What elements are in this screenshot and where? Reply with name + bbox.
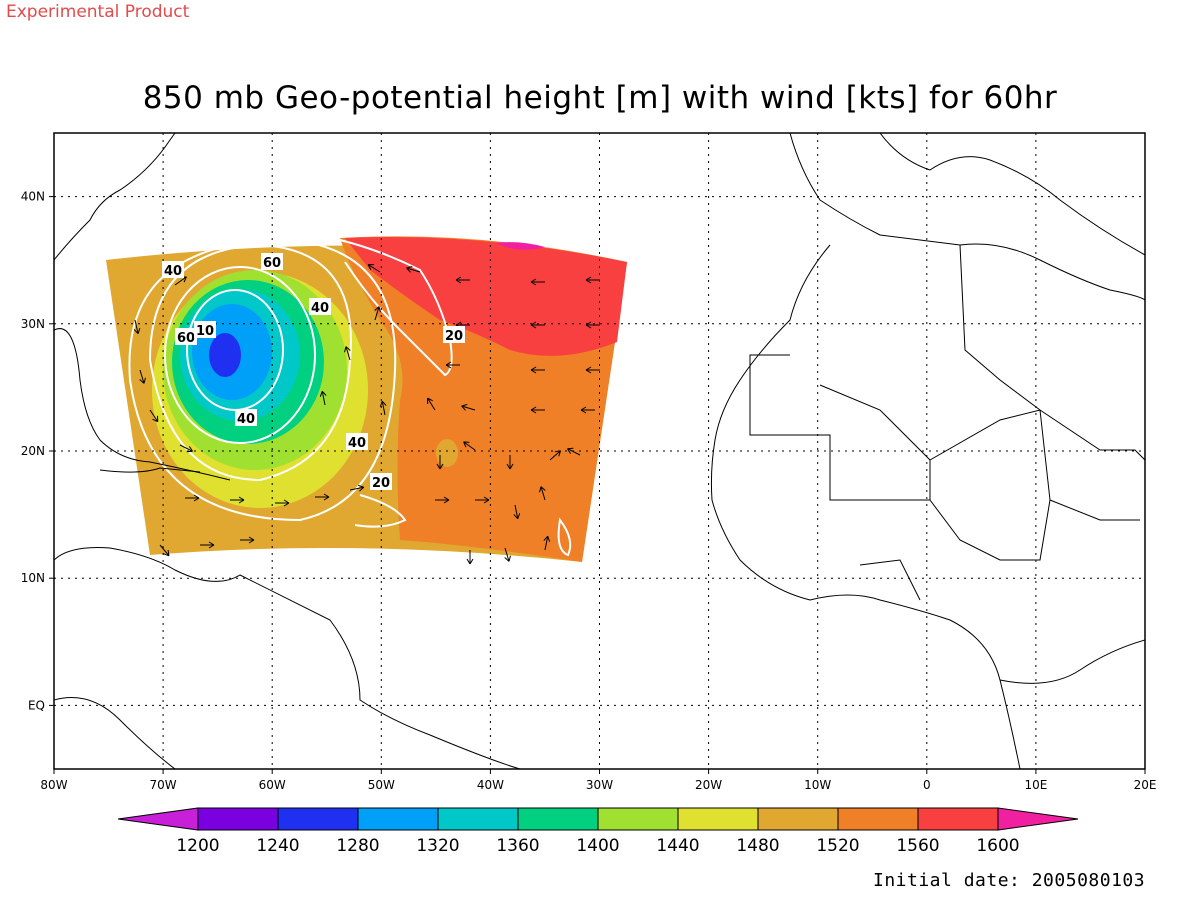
- colorbar-under-arrow: [117, 807, 199, 831]
- lon-label: 40W: [477, 778, 504, 792]
- colorbar-segment: [517, 807, 599, 831]
- colorbar-segment: [677, 807, 759, 831]
- lon-label: 70W: [150, 778, 177, 792]
- initial-date: Initial date: 2005080103: [873, 870, 1146, 891]
- lat-label: 30N: [21, 317, 45, 331]
- contour-label: 20: [372, 476, 390, 491]
- region-1280: [209, 333, 241, 377]
- contour-label: 40: [237, 412, 255, 427]
- colorbar-over-arrow: [997, 807, 1079, 831]
- lat-label: 10N: [21, 571, 45, 585]
- lon-label: 20E: [1134, 778, 1157, 792]
- colorbar-tick-label: 1600: [976, 836, 1019, 856]
- contour-label: 40: [311, 301, 329, 316]
- contour-label: 40: [348, 436, 366, 451]
- colorbar-segment: [597, 807, 679, 831]
- map-title: 850 mb Geo-potential height [m] with win…: [142, 80, 1058, 116]
- lat-label: 20N: [21, 444, 45, 458]
- contour-label: 60: [177, 331, 195, 346]
- colorbar-segment: [917, 807, 999, 831]
- colorbar-tick-label: 1200: [176, 836, 219, 856]
- colorbar-segment: [437, 807, 519, 831]
- colorbar-segment: [197, 807, 279, 831]
- wind-vectors: [133, 264, 600, 565]
- colorbar-segment: [837, 807, 919, 831]
- contour-label: 60: [263, 256, 281, 271]
- region-1600-peak: [495, 242, 545, 250]
- colorbar-tick-label: 1240: [256, 836, 299, 856]
- colorbar-segment: [757, 807, 839, 831]
- colorbar-tick-label: 1320: [416, 836, 459, 856]
- lat-label: 40N: [21, 190, 45, 204]
- lon-label: 30W: [586, 778, 613, 792]
- colorbar-tick-label: 1400: [576, 836, 619, 856]
- experimental-product-label: Experimental Product: [6, 2, 190, 22]
- lon-label: 80W: [40, 778, 67, 792]
- lon-label: 10W: [804, 778, 831, 792]
- colorbar-tick-label: 1560: [896, 836, 939, 856]
- isolated-1560-blob: [436, 439, 458, 467]
- lon-label: 50W: [368, 778, 395, 792]
- colorbar-tick-label: 1520: [816, 836, 859, 856]
- contour-label: 10: [196, 324, 214, 339]
- axis-labels: 80W 70W 60W 50W 40W 30W 20W 10W 0 10E 20E 40N 30N 20N…: [21, 190, 1157, 792]
- colorbar-tick-label: 1360: [496, 836, 539, 856]
- contour-label: 40: [164, 264, 182, 279]
- colorbar-segment: [357, 807, 439, 831]
- graticule: [54, 133, 1145, 769]
- colorbar-tick-label: 1280: [336, 836, 379, 856]
- geopotential-shading: [106, 236, 627, 562]
- colorbar: 1200 1240 1280 1320 1360 1400 1440 1480 1520 1560…: [117, 807, 1079, 856]
- lon-label: 10E: [1024, 778, 1047, 792]
- colorbar-tick-label: 1440: [656, 836, 699, 856]
- colorbar-tick-label: 1480: [736, 836, 779, 856]
- lon-label: 0: [923, 778, 931, 792]
- coastlines: [54, 133, 1145, 769]
- colorbar-segment: [277, 807, 359, 831]
- contour-label: 20: [445, 329, 463, 344]
- lat-label: EQ: [28, 698, 45, 712]
- lon-label: 60W: [259, 778, 286, 792]
- lon-label: 20W: [695, 778, 722, 792]
